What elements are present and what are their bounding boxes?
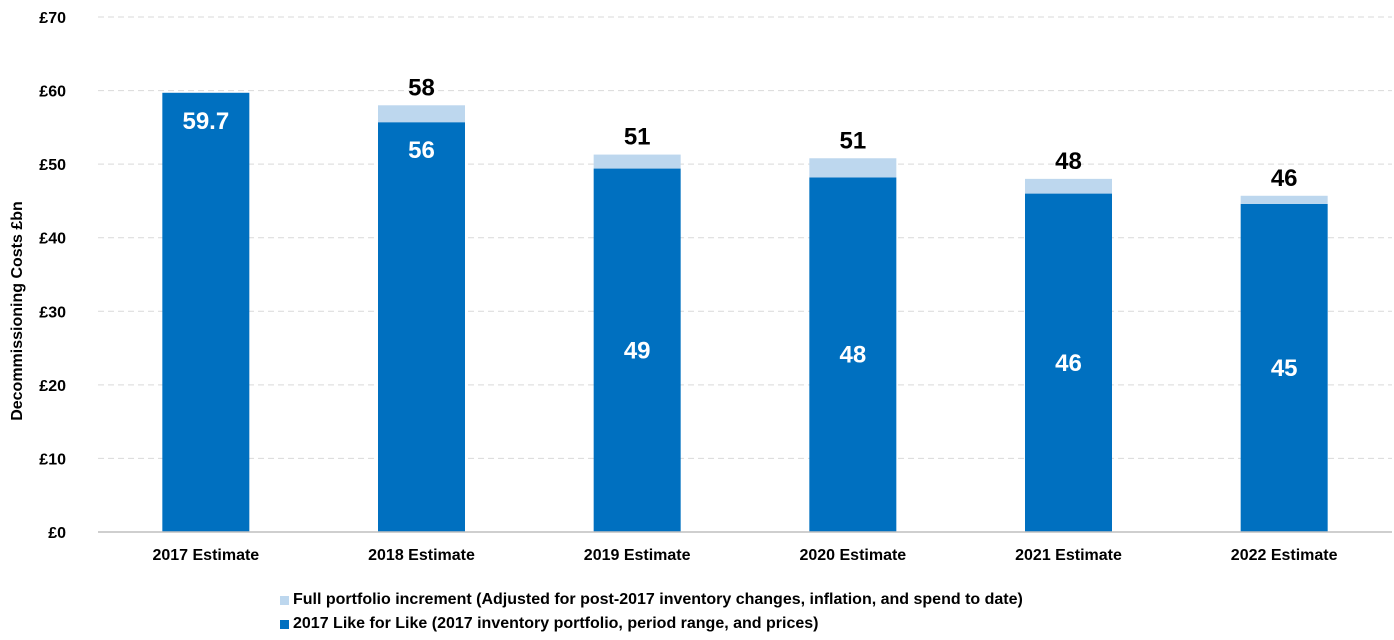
bar-total-label: 46 — [1271, 165, 1298, 192]
legend-swatch-increment — [280, 595, 289, 605]
bar-like-for-like — [162, 92, 250, 533]
legend-swatch-like-for-like — [280, 619, 289, 629]
x-tick-label: 2022 Estimate — [1231, 547, 1338, 564]
y-axis-title: Decommissioning Costs £bn — [9, 201, 26, 421]
bar-total-label: 48 — [1055, 148, 1082, 175]
y-tick-label: £20 — [39, 378, 66, 395]
y-tick-label: £60 — [39, 84, 66, 101]
bar-increment — [1025, 178, 1112, 194]
bar-value-label: 46 — [1055, 350, 1082, 377]
bar-value-label: 45 — [1271, 355, 1298, 382]
bar-value-label: 56 — [408, 137, 435, 164]
bar-increment — [1240, 195, 1328, 204]
bar-total-label: 51 — [839, 127, 866, 154]
gridlines — [98, 16, 1392, 459]
y-tick-label: £10 — [39, 451, 66, 468]
y-tick-label: £50 — [39, 157, 66, 174]
x-tick-label: 2021 Estimate — [1015, 547, 1122, 564]
bar-value-label: 48 — [839, 342, 866, 369]
legend: Full portfolio increment (Adjusted for p… — [280, 588, 1023, 636]
y-tick-label: £70 — [39, 10, 66, 27]
bar-value-label: 59.7 — [182, 108, 229, 135]
bar-like-for-like — [593, 168, 681, 533]
chart: £0 £10 £20 £30 £40 £50 £60 £70 59.7 56 58 49 51 48 51… — [9, 10, 1392, 564]
x-tick-label: 2018 Estimate — [368, 547, 475, 564]
bar-like-for-like — [1025, 193, 1112, 533]
bar-increment — [593, 154, 681, 169]
y-axis-ticks: £0 £10 £20 £30 £40 £50 £60 £70 — [39, 10, 66, 542]
bar-increment — [809, 158, 897, 178]
x-tick-label: 2017 Estimate — [152, 547, 259, 564]
bar-total-label: 51 — [624, 124, 651, 151]
legend-item-like-for-like: 2017 Like for Like (2017 inventory portf… — [280, 612, 1023, 636]
x-tick-label: 2019 Estimate — [584, 547, 691, 564]
bar-increment — [378, 105, 465, 123]
y-tick-label: £30 — [39, 304, 66, 321]
bar-total-label: 58 — [408, 74, 435, 101]
bar-like-for-like — [809, 177, 897, 532]
x-tick-label: 2020 Estimate — [799, 547, 906, 564]
y-tick-label: £40 — [39, 231, 66, 248]
legend-label-increment: Full portfolio increment (Adjusted for p… — [293, 591, 1023, 608]
bar-like-for-like — [378, 122, 465, 532]
y-tick-label: £0 — [48, 525, 66, 542]
bar-like-for-like — [1240, 203, 1328, 532]
legend-item-increment: Full portfolio increment (Adjusted for p… — [280, 588, 1023, 612]
x-axis-ticks: 2017 Estimate 2018 Estimate 2019 Estimate 2… — [152, 547, 1337, 564]
bar-value-label: 49 — [624, 337, 651, 364]
legend-label-like-for-like: 2017 Like for Like (2017 inventory portf… — [293, 615, 819, 632]
bars: 59.7 56 58 49 51 48 51 46 48 45 46 — [162, 74, 1328, 533]
